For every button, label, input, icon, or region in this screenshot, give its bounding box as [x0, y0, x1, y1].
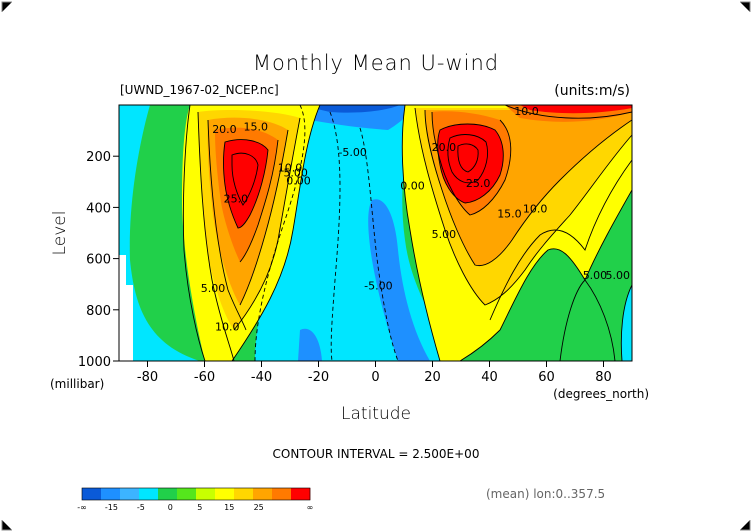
fill-blue-mid: [368, 199, 430, 361]
contour-label-3: 10.0: [278, 162, 303, 175]
contour-label-7: 10.0: [215, 320, 240, 333]
colorbar-swatch-5: [177, 488, 197, 500]
contour-label-16: -5.00: [364, 279, 392, 292]
fill-cyan-right: [621, 285, 632, 361]
y-tick-label-1: 400: [86, 201, 111, 216]
chart-title: Monthly Mean U-wind: [253, 51, 499, 75]
colorbar-swatch-11: [291, 488, 311, 500]
contour-label-2: 25.0: [224, 192, 249, 205]
fill-darkblue-top: [300, 105, 400, 113]
x-tick-label-8: 80: [595, 370, 612, 385]
contour-label-18: 5.00: [606, 269, 631, 282]
fill-blue-low: [298, 328, 322, 361]
y-unit-label: (millibar): [50, 377, 104, 391]
x-tick-label-0: -80: [137, 370, 158, 385]
colorbar-swatch-9: [253, 488, 273, 500]
colorbar-swatch-8: [234, 488, 254, 500]
colorbar-swatch-2: [120, 488, 140, 500]
colorbar-swatch-6: [196, 488, 216, 500]
colorbar-label-2: -5: [137, 503, 145, 512]
contour-fill: [119, 105, 632, 361]
x-tick-label-1: -60: [194, 370, 215, 385]
colorbar-label-4: 5: [197, 503, 202, 512]
contour-label-9: 0.00: [400, 179, 425, 192]
contour-label-13: 15.0: [497, 208, 522, 221]
contour-label-5: 0.00: [286, 174, 311, 187]
y-tick-label-3: 800: [86, 304, 111, 319]
colorbar-frame: [81, 487, 311, 501]
colorbar-label-7: ∞: [307, 503, 314, 512]
colorbar-label-0: -∞: [77, 503, 87, 512]
contour-label-0: 20.0: [212, 123, 237, 136]
fill-white-missing: [119, 255, 133, 361]
contour-label-15: 5.00: [432, 228, 457, 241]
colorbar-swatch-4: [158, 488, 178, 500]
units-label: (units:m/s): [554, 83, 630, 99]
x-tick-label-5: 20: [424, 370, 441, 385]
colorbar-label-6: 25: [254, 503, 264, 512]
y-tick-label-2: 600: [86, 253, 111, 268]
x-unit-label: (degrees_north): [553, 387, 649, 401]
contour-interval-label: CONTOUR INTERVAL = 2.500E+00: [273, 447, 480, 461]
y-axis-title: Level: [50, 211, 70, 256]
fill-cyan-center: [255, 105, 460, 361]
x-tick-label-2: -40: [251, 370, 272, 385]
colorbar-label-1: -15: [105, 503, 118, 512]
colorbar-swatch-0: [82, 488, 102, 500]
contour-label-1: 15.0: [244, 121, 269, 134]
colorbar-label-3: 0: [168, 503, 173, 512]
contour-label-14: 10.0: [523, 203, 548, 216]
dataset-label: [UWND_1967-02_NCEP.nc]: [120, 83, 279, 97]
contour-labels: 20.0 15.025.010.05.000.005.0010.0-5.000.0…: [201, 105, 630, 333]
contour-label-11: 25.0: [466, 177, 491, 190]
x-axis: -80 -60 -40 -20 0 20 40 60 80: [137, 361, 612, 385]
y-axis: 200 400 600 800 1000: [78, 150, 119, 370]
contour-label-10: 20.0: [432, 141, 457, 154]
footer-mean-label: (mean) lon:0..357.5: [486, 487, 605, 501]
fill-blue-top: [290, 105, 420, 130]
contour-label-4: 5.00: [283, 167, 308, 180]
x-axis-title: Latitude: [341, 404, 411, 424]
colorbar-swatch-1: [101, 488, 121, 500]
colorbar-swatch-10: [272, 488, 292, 500]
y-tick-label-0: 200: [86, 150, 111, 165]
x-tick-label-3: -20: [308, 370, 329, 385]
contour-label-17: 5.00: [583, 269, 608, 282]
y-tick-label-4: 1000: [78, 355, 111, 370]
fill-red-nh-top: [520, 105, 632, 114]
contour-lines: [182, 105, 632, 361]
colorbar-swatch-7: [215, 488, 235, 500]
contour-label-8: -5.00: [338, 146, 366, 159]
x-tick-label-7: 60: [538, 370, 555, 385]
colorbar-swatch-3: [139, 488, 159, 500]
colorbar-label-5: 15: [224, 503, 234, 512]
contour-label-12: 10.0: [514, 105, 539, 118]
colorbar: [81, 487, 311, 501]
x-tick-label-6: 40: [481, 370, 498, 385]
contour-label-6: 5.00: [201, 282, 226, 295]
colorbar-labels: -∞ -15 -5 0 5 15 25 ∞: [77, 503, 313, 512]
x-tick-label-4: 0: [371, 370, 379, 385]
